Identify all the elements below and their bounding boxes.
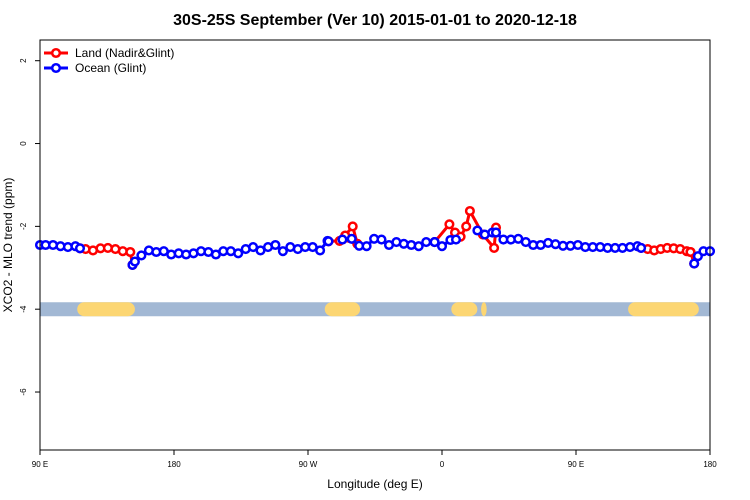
data-point xyxy=(136,250,147,261)
x-tick-label: 180 xyxy=(703,460,717,469)
x-axis-label: Longitude (deg E) xyxy=(327,477,422,491)
y-tick-label: -2 xyxy=(19,222,28,230)
data-point xyxy=(685,246,696,258)
x-tick-label: 180 xyxy=(167,460,181,469)
data-point xyxy=(490,227,502,238)
y-tick-label: -6 xyxy=(19,388,28,396)
data-point xyxy=(444,219,455,230)
series-land xyxy=(74,205,700,270)
plot-area xyxy=(34,205,716,317)
legend-label: Land (Nadir&Glint) xyxy=(75,46,174,60)
x-tick-label: 0 xyxy=(440,460,445,469)
data-point xyxy=(636,242,647,253)
data-point xyxy=(315,245,326,256)
land-band-segment xyxy=(628,302,699,317)
data-point xyxy=(125,246,136,258)
x-axis: 90 E 180 90 W 0 90 E 180 xyxy=(32,450,717,469)
data-point xyxy=(436,241,448,252)
data-point xyxy=(464,205,475,217)
y-tick-label: 0 xyxy=(19,141,28,146)
legend: Land (Nadir&Glint)Ocean (Glint) xyxy=(44,46,174,75)
data-point xyxy=(461,221,472,232)
data-point xyxy=(347,221,358,232)
data-point xyxy=(337,234,348,245)
data-point xyxy=(429,237,440,248)
data-point xyxy=(323,236,334,247)
data-point xyxy=(489,242,500,253)
data-point xyxy=(74,243,86,254)
x-tick-label: 90 E xyxy=(568,460,584,469)
series-ocean xyxy=(34,225,716,270)
data-point xyxy=(233,248,244,259)
y-tick-label: 2 xyxy=(19,58,28,63)
land-band-segment xyxy=(324,302,361,317)
data-point xyxy=(450,234,462,245)
legend-marker xyxy=(50,47,62,59)
chart-title: 30S-25S September (Ver 10) 2015-01-01 to… xyxy=(173,12,577,29)
data-point xyxy=(270,239,281,251)
land-band-segment xyxy=(481,302,487,317)
plot-frame xyxy=(39,39,711,451)
data-point xyxy=(689,258,700,269)
y-tick-label: -4 xyxy=(19,305,28,313)
land-band-segment xyxy=(451,302,478,317)
data-point xyxy=(277,246,288,257)
data-point xyxy=(472,225,483,236)
x-tick-label: 90 E xyxy=(32,460,48,469)
legend-marker xyxy=(50,62,62,74)
y-axis-label: XCO2 - MLO trend (ppm) xyxy=(1,178,15,313)
data-point xyxy=(361,241,372,252)
legend-label: Ocean (Glint) xyxy=(75,61,146,75)
y-axis: 2 0 -2 -4 -6 xyxy=(19,58,40,396)
x-tick-label: 90 W xyxy=(299,460,318,469)
data-point xyxy=(421,237,432,248)
data-point xyxy=(376,234,387,245)
data-point xyxy=(413,241,424,252)
data-point xyxy=(129,256,140,267)
data-point xyxy=(346,233,357,244)
land-band-segment xyxy=(77,302,135,317)
